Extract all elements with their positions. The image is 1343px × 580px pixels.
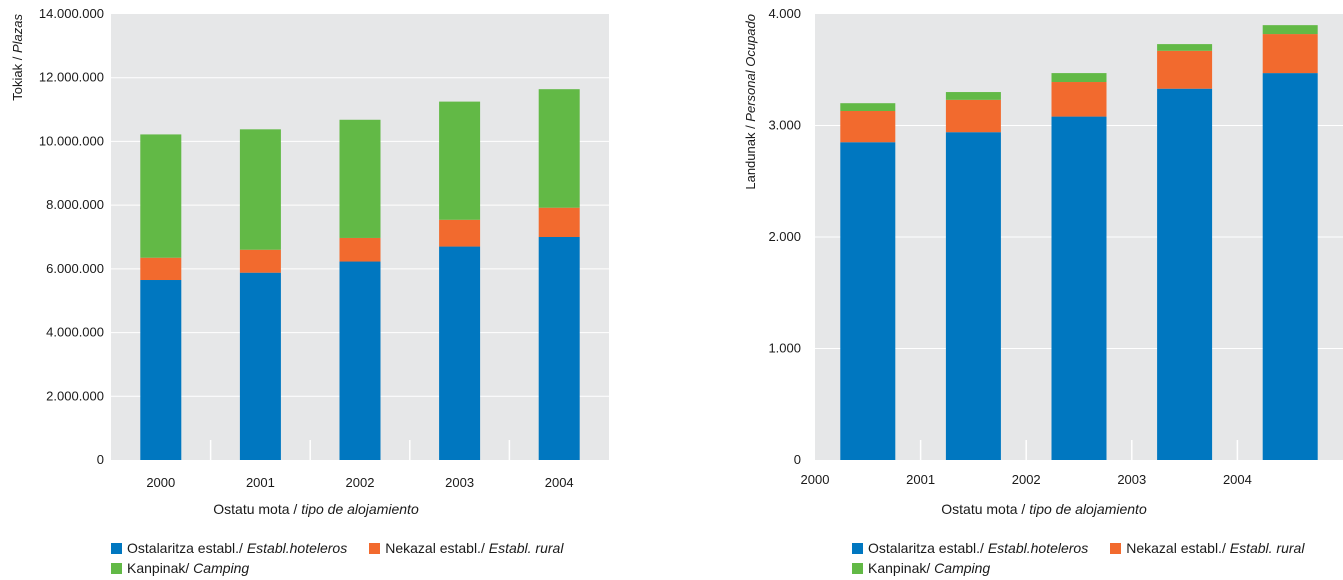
x-tick-label: 2000 — [146, 475, 175, 490]
bar-rural-2004 — [538, 207, 580, 237]
y-tick-label: 10.000.000 — [39, 133, 104, 148]
y-axis-title-eu: Landunak / — [743, 122, 758, 190]
bar-hoteleros-2001 — [945, 132, 1001, 460]
bar-camping-2002 — [339, 119, 381, 238]
legend-item-rural: Nekazal establ./ Establ. rural — [1110, 538, 1304, 558]
y-tick-label: 2.000.000 — [46, 388, 104, 403]
x-tick-label: 2003 — [1117, 472, 1146, 487]
legend-swatch-hoteleros — [111, 543, 122, 554]
x-tick-label: 2002 — [346, 475, 375, 490]
bar-camping-2000 — [840, 103, 896, 112]
legend-label-es: Camping — [193, 560, 250, 576]
bar-rural-2002 — [1051, 82, 1107, 117]
y-axis-title: Tokiak / Plazas — [10, 14, 25, 101]
legend-item-camping: Kanpinak/ Camping — [852, 558, 990, 578]
bar-camping-2003 — [439, 101, 481, 220]
y-axis-title-es: Plazas — [10, 14, 25, 54]
bar-camping-2002 — [1051, 73, 1107, 83]
bar-hoteleros-2002 — [339, 261, 381, 460]
y-tick-label: 12.000.000 — [39, 70, 104, 85]
legend-label-es: Establ. rural — [488, 540, 564, 556]
y-tick-label: 14.000.000 — [39, 6, 104, 21]
x-axis-title-es: tipo de alojamiento — [301, 501, 419, 517]
y-axis-title-eu: Tokiak / — [10, 53, 25, 101]
legend-item-camping: Kanpinak/ Camping — [111, 558, 249, 578]
y-tick-label: 4.000 — [768, 6, 801, 21]
legend-item-rural: Nekazal establ./ Establ. rural — [369, 538, 563, 558]
bar-hoteleros-2002 — [1051, 116, 1107, 460]
legend-swatch-camping — [852, 563, 863, 574]
legend-swatch-rural — [369, 543, 381, 554]
legend-swatch-hoteleros — [852, 543, 863, 554]
y-tick-label: 0 — [97, 452, 104, 467]
x-axis-title-eu: Ostatu mota / — [941, 501, 1029, 517]
legend-label-es: Establ. rural — [1229, 540, 1305, 556]
x-tick-label: 2004 — [545, 475, 574, 490]
bar-rural-2000 — [140, 257, 182, 281]
legend-label-eu: Kanpinak/ — [127, 560, 194, 576]
bar-hoteleros-2003 — [1157, 88, 1213, 460]
bar-camping-2003 — [1157, 44, 1213, 51]
bar-hoteleros-2000 — [840, 142, 896, 460]
legend-label-eu: Ostalaritza establ./ — [127, 540, 247, 556]
y-tick-label: 6.000.000 — [46, 261, 104, 276]
legend-label-eu: Kanpinak/ — [868, 560, 935, 576]
y-tick-label: 3.000 — [768, 118, 801, 133]
bar-rural-2002 — [339, 237, 381, 262]
x-axis-title-eu: Ostatu mota / — [213, 501, 301, 517]
x-tick-label: 2001 — [906, 472, 935, 487]
y-tick-label: 4.000.000 — [46, 325, 104, 340]
bar-hoteleros-2000 — [140, 280, 182, 460]
chart-plazas: 0 2.000.000 4.000.000 6.000.000 8.000.000 10.… — [10, 6, 609, 517]
y-axis-title-es: Personal Ocupado — [743, 14, 758, 122]
legend-item-hoteleros: Ostalaritza establ./ Establ.hoteleros — [111, 538, 347, 558]
bar-camping-2001 — [239, 129, 281, 250]
legend-label-eu: Nekazal establ./ — [385, 540, 489, 556]
legend-right: Ostalaritza establ./ Establ.hoteleros Nek… — [852, 538, 1326, 578]
y-tick-label: 1.000 — [768, 341, 801, 356]
y-tick-label: 2.000 — [768, 229, 801, 244]
legend-label-es: Establ.hoteleros — [987, 540, 1089, 556]
y-axis-title: Landunak / Personal Ocupado — [743, 14, 758, 190]
legend-label-es: Camping — [934, 560, 991, 576]
legend-label-eu: Ostalaritza establ./ — [868, 540, 988, 556]
x-tick-label: 2000 — [801, 472, 830, 487]
legend-label-es: Establ.hoteleros — [246, 540, 348, 556]
legend-swatch-rural — [1110, 543, 1122, 554]
x-tick-label: 2001 — [246, 475, 275, 490]
x-tick-label: 2004 — [1223, 472, 1252, 487]
legend-label-eu: Nekazal establ./ — [1126, 540, 1230, 556]
x-tick-label: 2003 — [445, 475, 474, 490]
legend-swatch-camping — [111, 563, 122, 574]
bar-rural-2003 — [1157, 50, 1213, 89]
bar-camping-2000 — [140, 134, 182, 258]
bar-camping-2004 — [538, 89, 580, 208]
bar-rural-2001 — [239, 249, 281, 273]
bar-camping-2004 — [1262, 25, 1318, 35]
bar-hoteleros-2004 — [538, 237, 580, 460]
x-tick-label: 2002 — [1012, 472, 1041, 487]
y-tick-label: 0 — [794, 452, 801, 467]
bar-camping-2001 — [945, 92, 1001, 100]
legend-item-hoteleros: Ostalaritza establ./ Establ.hoteleros — [852, 538, 1088, 558]
bar-rural-2000 — [840, 111, 896, 143]
x-axis-title-es: tipo de alojamiento — [1029, 501, 1147, 517]
chart-personal-ocupado: 0 1.000 2.000 3.000 4.000 2000 2001 2002 2003 200… — [743, 6, 1343, 517]
bar-rural-2003 — [439, 219, 481, 247]
y-tick-label: 8.000.000 — [46, 197, 104, 212]
legend-left: Ostalaritza establ./ Establ.hoteleros Nek… — [111, 538, 585, 578]
x-axis-title: Ostatu mota / tipo de alojamiento — [213, 501, 419, 517]
bar-rural-2004 — [1262, 34, 1318, 74]
bar-rural-2001 — [945, 99, 1001, 133]
bar-hoteleros-2003 — [439, 246, 481, 460]
x-axis-title: Ostatu mota / tipo de alojamiento — [941, 501, 1147, 517]
bar-hoteleros-2001 — [239, 272, 281, 460]
bar-hoteleros-2004 — [1262, 73, 1318, 460]
